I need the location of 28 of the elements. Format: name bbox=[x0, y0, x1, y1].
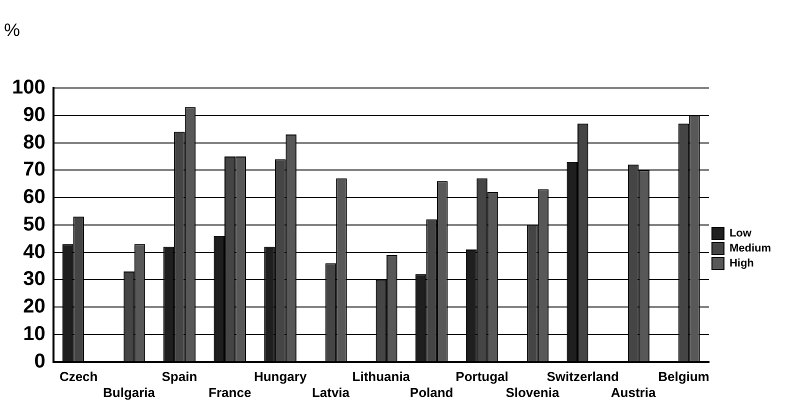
x-tick-label: Spain bbox=[162, 369, 198, 384]
y-tick-label: 90 bbox=[23, 104, 46, 126]
legend-label: Low bbox=[729, 228, 752, 240]
y-tick-label: 20 bbox=[23, 296, 46, 318]
x-tick-label: Latvia bbox=[312, 384, 350, 400]
x-tick-label: Portugal bbox=[456, 369, 508, 384]
y-tick-label: 100 bbox=[12, 76, 46, 99]
y-axis-title: % bbox=[4, 20, 20, 40]
y-tick-label: 60 bbox=[23, 186, 46, 208]
x-tick-label: Bulgaria bbox=[103, 384, 156, 400]
x-tick-label: Hungary bbox=[254, 369, 308, 384]
y-tick-label: 70 bbox=[23, 158, 46, 181]
x-tick-label: Poland bbox=[410, 384, 454, 400]
y-tick-label: 80 bbox=[23, 131, 46, 154]
legend-label: High bbox=[729, 258, 754, 270]
y-tick-label: 50 bbox=[23, 213, 46, 236]
x-tick-label: Slovenia bbox=[506, 384, 560, 400]
x-tick-label: Belgium bbox=[658, 369, 710, 384]
x-tick-label: Czech bbox=[59, 369, 98, 384]
x-tick-label: France bbox=[208, 384, 252, 400]
y-tick-label: 30 bbox=[23, 268, 46, 290]
y-tick-label: 40 bbox=[23, 240, 46, 263]
legend-label: Medium bbox=[729, 242, 772, 255]
y-tick-label: 0 bbox=[34, 350, 46, 372]
x-tick-label: Switzerland bbox=[546, 369, 620, 384]
x-tick-label: Lithuania bbox=[352, 369, 411, 384]
x-tick-label: Austria bbox=[610, 384, 656, 400]
y-tick-label: 10 bbox=[23, 322, 46, 345]
